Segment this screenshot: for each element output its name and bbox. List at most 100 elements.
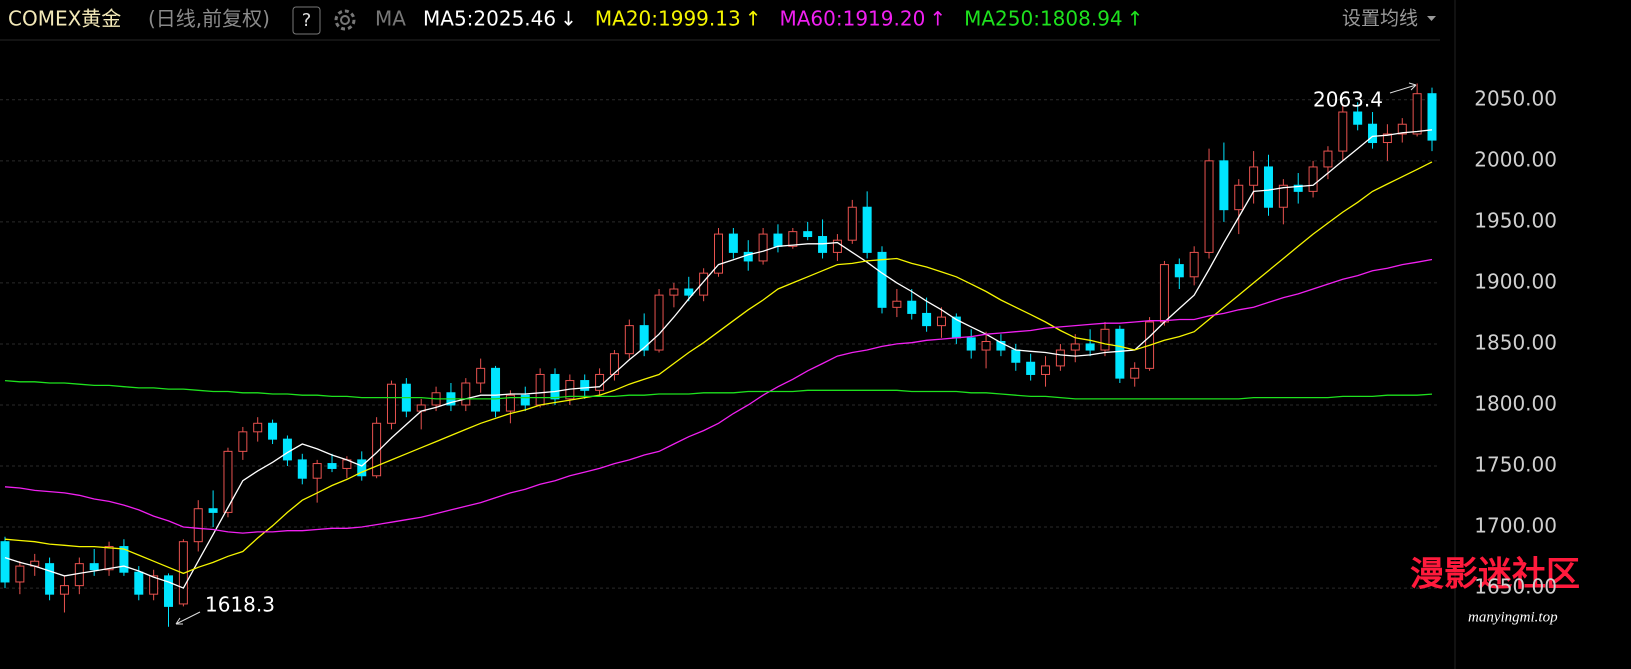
dropdown-caret[interactable]: [1427, 16, 1436, 21]
candle-body: [966, 337, 976, 351]
candle-body: [862, 206, 872, 253]
legend: MA5:2025.46 ↓ MA20:1999.13 ↑ MA60:1919.20 ↑ MA…: [423, 7, 1143, 31]
candle-body: [847, 206, 857, 241]
candle-body: [580, 380, 590, 391]
candle-body: [15, 565, 25, 583]
legend-label: MA5:2025.46: [423, 7, 556, 31]
candle-body: [238, 431, 248, 452]
help-button[interactable]: ?: [302, 10, 312, 31]
candle-body: [1130, 367, 1140, 379]
legend-trend: ↑: [929, 7, 946, 31]
candle-body: [0, 541, 10, 583]
legend-label: MA250:1808.94: [964, 7, 1123, 31]
ma-line: [4, 129, 1433, 589]
candle-body: [1204, 160, 1214, 253]
ma-label: MA: [375, 7, 406, 31]
candle-body: [728, 233, 738, 253]
annotation-arrow: [175, 611, 201, 625]
candle-body: [1323, 150, 1333, 168]
watermark-title: 漫影迷社区: [1410, 555, 1580, 595]
chart-title: COMEX黄金: [8, 7, 121, 31]
candle-body: [1100, 328, 1110, 351]
candle-body: [624, 325, 634, 355]
candle-body: [223, 450, 233, 513]
y-tick-label: 1900.00: [1474, 269, 1557, 293]
candle-body: [1368, 123, 1378, 144]
candle-body: [74, 563, 84, 587]
candle-body: [907, 300, 917, 314]
candle-body: [1055, 349, 1065, 367]
candle-body: [193, 508, 203, 543]
candle-body: [595, 373, 605, 391]
candle-body: [45, 563, 55, 595]
candle-body: [1174, 264, 1184, 278]
ma-settings[interactable]: 设置均线: [1342, 8, 1418, 30]
candle-body: [386, 383, 396, 424]
candle-body: [1308, 166, 1318, 192]
candle-body: [936, 316, 946, 327]
candle-body: [1011, 349, 1021, 363]
y-tick-label: 1750.00: [1474, 453, 1557, 477]
candle-body: [1234, 184, 1244, 211]
candle-body: [312, 463, 322, 479]
ma-line: [4, 379, 1433, 400]
candle-body: [461, 382, 471, 406]
candle-body: [491, 367, 501, 412]
candle-body: [1412, 93, 1422, 135]
candle-body: [104, 546, 114, 571]
candle-body: [699, 272, 709, 296]
candle-body: [684, 288, 694, 296]
annotation: 1618.3: [205, 593, 275, 617]
candle-body: [1353, 111, 1363, 125]
legend-label: MA20:1999.13: [595, 7, 741, 31]
candle-body: [1085, 343, 1095, 351]
candle-body: [922, 312, 932, 327]
candle-body: [1189, 251, 1199, 278]
candle-body: [892, 300, 902, 308]
candle-body: [669, 288, 679, 296]
candle-body: [134, 571, 144, 595]
chart-subtitle: (日线,前复权): [148, 7, 270, 31]
candle-body: [505, 394, 515, 412]
candle-body: [520, 394, 530, 406]
candle-body: [877, 251, 887, 308]
candle-body: [282, 438, 292, 461]
candle-body: [996, 341, 1006, 351]
candle-body: [773, 233, 783, 247]
y-tick-label: 2050.00: [1474, 86, 1557, 110]
y-tick-label: 1700.00: [1474, 514, 1557, 538]
candle-body: [164, 575, 174, 607]
legend-trend: ↑: [1127, 7, 1144, 31]
candle-body: [1293, 184, 1303, 192]
candle-body: [1338, 111, 1348, 152]
annotation-arrow: [1389, 82, 1417, 94]
y-tick-label: 1950.00: [1474, 208, 1557, 232]
candle-body: [1382, 133, 1392, 144]
candle-body: [1427, 93, 1437, 141]
candle-body: [1397, 123, 1407, 135]
candle-body: [1115, 328, 1125, 379]
y-tick-label: 1850.00: [1474, 330, 1557, 354]
y-tick-label: 1650.00: [1474, 575, 1557, 599]
candle-body: [476, 367, 486, 384]
legend-label: MA60:1919.20: [779, 7, 925, 31]
legend-trend: ↑: [745, 7, 762, 31]
candle-body: [253, 422, 263, 433]
candle-body: [119, 546, 129, 573]
candle-body: [59, 585, 69, 595]
candle-body: [1041, 365, 1051, 375]
ma-line: [4, 161, 1433, 575]
candle-body: [1263, 166, 1273, 208]
candle-body: [714, 233, 723, 274]
candle-body: [1249, 166, 1259, 186]
candle-body: [981, 341, 991, 351]
candle-body: [758, 233, 768, 262]
help-box[interactable]: [292, 6, 321, 35]
candle-body: [1219, 160, 1229, 211]
candle-body: [535, 373, 545, 406]
annotation: 2063.4: [1313, 88, 1383, 112]
ma-line: [4, 258, 1433, 534]
settings-icon[interactable]: [334, 9, 356, 31]
